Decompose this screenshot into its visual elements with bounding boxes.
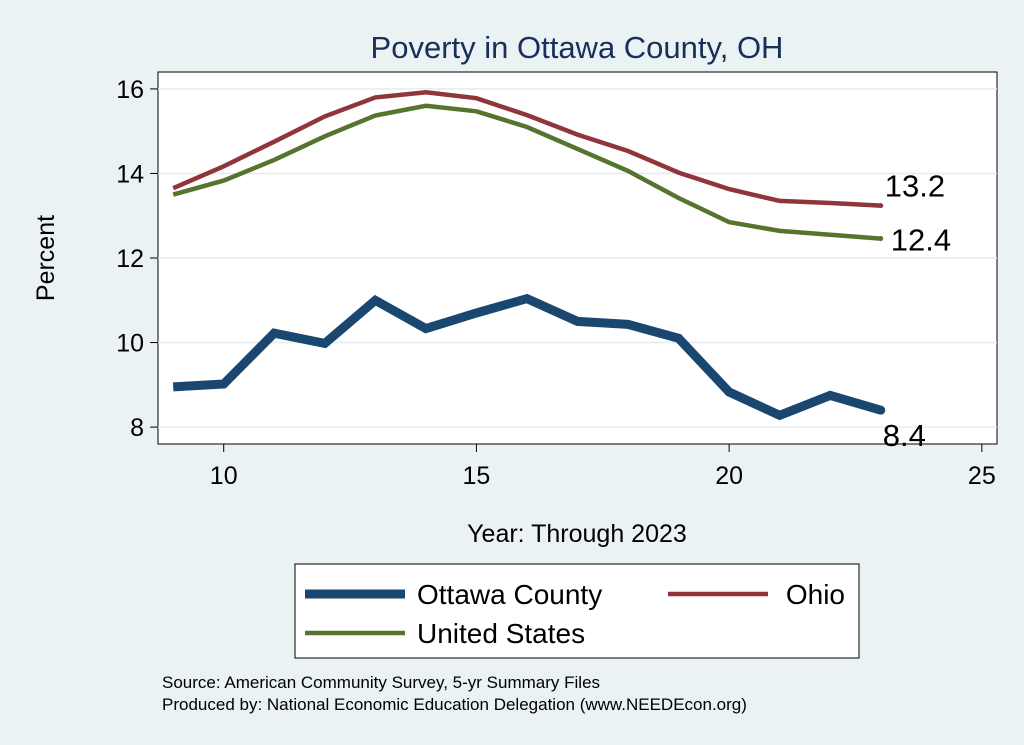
x-tick-label-20: 20 — [715, 462, 743, 490]
legend-label-ottawa-county: Ottawa County — [417, 579, 602, 610]
y-tick-label-10: 10 — [116, 330, 144, 358]
series-line-ohio — [172, 90, 881, 208]
x-axis-label: Year: Through 2023 — [467, 520, 687, 548]
source-note: Source: American Community Survey, 5-yr … — [162, 673, 600, 692]
y-tick-label-8: 8 — [130, 414, 144, 442]
producer-note: Produced by: National Economic Education… — [162, 695, 747, 714]
x-tick-label-25: 25 — [968, 462, 996, 490]
series-line-ottawa-county — [172, 293, 883, 421]
end-label-ohio: 13.2 — [885, 169, 945, 204]
y-tick-label-12: 12 — [116, 245, 144, 273]
y-tick-label-14: 14 — [116, 160, 144, 188]
end-label-united-states: 12.4 — [891, 223, 951, 258]
end-label-ottawa-county: 8.4 — [883, 418, 926, 453]
series-lines — [172, 90, 886, 421]
legend: Ottawa County Ohio United States — [294, 563, 860, 659]
y-tick-label-16: 16 — [116, 76, 144, 104]
chart-title: Poverty in Ottawa County, OH — [371, 30, 784, 65]
legend-label-united-states: United States — [417, 618, 585, 649]
series-end-point-ohio — [878, 203, 884, 209]
legend-box — [294, 563, 860, 659]
x-tick-label-10: 10 — [210, 462, 238, 490]
series-line-united-states — [172, 103, 881, 241]
axes: 8 10 12 14 16 10 15 20 25 — [116, 76, 996, 490]
y-axis-label: Percent — [32, 215, 60, 301]
series-end-point-united-states — [878, 236, 884, 242]
legend-label-ohio: Ohio — [786, 579, 845, 610]
series-end-point-ottawa-county — [876, 405, 886, 415]
x-tick-label-15: 15 — [463, 462, 491, 490]
end-labels: 8.4 13.2 12.4 — [883, 169, 951, 454]
